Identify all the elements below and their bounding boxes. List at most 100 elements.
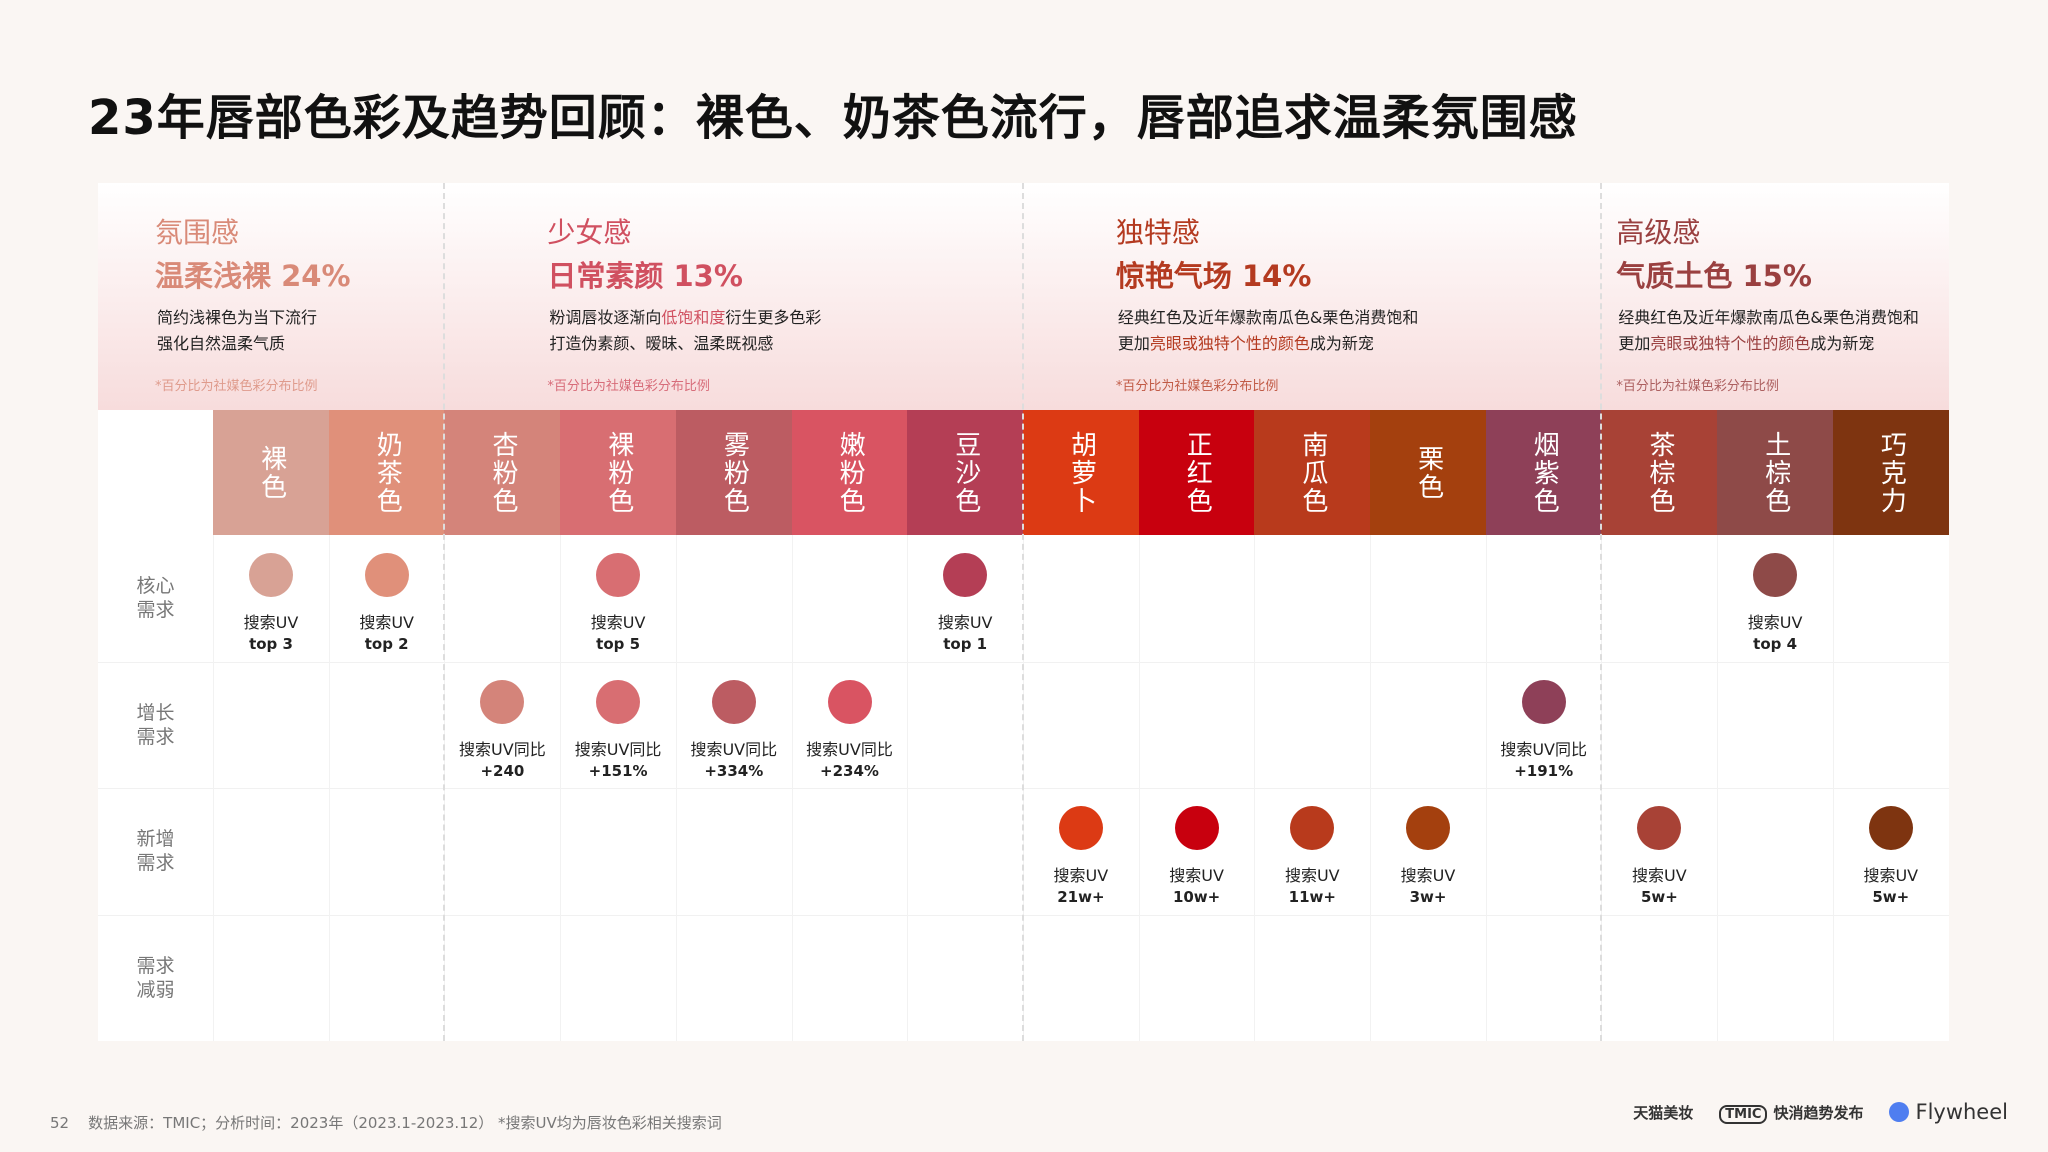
cell-value: +151% <box>588 761 648 780</box>
color-swatch: 裸色 <box>213 410 330 535</box>
description-text: 经典红色及近年爆款南瓜色&栗色消费饱和 <box>1618 308 1919 327</box>
color-swatch: 烟紫色 <box>1485 410 1602 535</box>
group-header: 独特感 惊艳气场 14% 经典红色及近年爆款南瓜色&栗色消费饱和 更加亮眼或独特个性的… <box>1022 183 1602 410</box>
description-line: 经典红色及近年爆款南瓜色&栗色消费饱和 <box>1618 305 1918 331</box>
row-label: 需求减弱 <box>98 915 213 1042</box>
color-demand-cell: 搜索UV top 1 <box>907 553 1023 653</box>
color-swatch: 茶棕色 <box>1601 410 1718 535</box>
color-dot <box>1868 806 1913 850</box>
footer: 52 数据来源：TMIC；分析时间：2023年（2023.1-2023.12） … <box>50 1112 722 1133</box>
row-label-text: 核心需求 <box>136 575 175 622</box>
color-demand-cell: 搜索UV 5w+ <box>1601 806 1717 906</box>
color-demand-cell: 搜索UV 5w+ <box>1833 806 1949 906</box>
cell-value: 5w+ <box>1872 888 1910 906</box>
group-header: 氛围感 温柔浅裸 24% 简约浅裸色为当下流行 强化自然温柔气质 *百分比为社媒色彩分布… <box>98 183 445 410</box>
color-demand-cell: 搜索UV 11w+ <box>1254 806 1370 906</box>
data-source: 数据来源：TMIC；分析时间：2023年（2023.1-2023.12） *搜索… <box>88 1114 722 1132</box>
description-line: 更加亮眼或独特个性的颜色成为新宠 <box>1618 331 1918 357</box>
color-swatch: 土棕色 <box>1717 410 1834 535</box>
color-swatch: 正红色 <box>1138 410 1255 535</box>
color-dot <box>943 553 988 597</box>
column-divider <box>907 535 909 1041</box>
cell-metric: 搜索UV <box>359 613 415 632</box>
highlight-text: 亮眼或独特个性的颜色 <box>1650 334 1811 353</box>
color-swatch: 裸粉色 <box>560 410 677 535</box>
row-label-text: 需求减弱 <box>136 954 175 1001</box>
group-subtitle: 气质土色 15% <box>1616 259 1812 293</box>
description-text: 粉调唇妆逐渐向 <box>549 308 662 327</box>
description-text: 更加 <box>1618 334 1651 353</box>
description-text: 成为新宠 <box>1810 334 1875 353</box>
group-category: 氛围感 <box>155 216 240 249</box>
color-swatch: 嫩粉色 <box>791 410 908 535</box>
cell-metric: 搜索UV <box>243 613 299 632</box>
cell-metric: 搜索UV <box>1400 866 1456 885</box>
cell-metric: 搜索UV <box>590 613 646 632</box>
column-divider <box>1485 535 1487 1041</box>
column-divider <box>328 535 330 1041</box>
color-dot <box>1406 806 1450 850</box>
color-dot <box>1174 806 1219 850</box>
group-note: *百分比为社媒色彩分布比例 <box>1115 379 1279 394</box>
description-text: 经典红色及近年爆款南瓜色&栗色消费饱和 <box>1117 308 1419 327</box>
column-divider <box>1717 535 1719 1041</box>
row-label: 新增需求 <box>98 788 213 915</box>
color-swatch: 豆沙色 <box>907 410 1024 535</box>
cell-metric: 搜索UV <box>1863 866 1919 885</box>
color-dot <box>596 679 641 724</box>
color-demand-cell: 搜索UV top 2 <box>329 553 445 653</box>
logos: 天猫美妆 TMIC 快消趋势发布 Flywheel <box>1633 1100 2008 1124</box>
highlight-text: 低饱和度 <box>661 308 726 327</box>
color-dot <box>1290 806 1335 850</box>
cell-value: 21w+ <box>1057 888 1105 906</box>
group-description: 经典红色及近年爆款南瓜色&栗色消费饱和 更加亮眼或独特个性的颜色成为新宠 <box>1618 305 1918 357</box>
description-text: 打造伪素颜、暧昧、温柔既视感 <box>549 334 774 353</box>
description-line: 粉调唇妆逐渐向低饱和度衍生更多色彩 <box>549 305 821 331</box>
color-dot <box>596 553 641 597</box>
cell-metric: 搜索UV同比 <box>806 739 893 759</box>
description-line: 经典红色及近年爆款南瓜色&栗色消费饱和 <box>1118 305 1418 331</box>
description-text: 更加 <box>1117 334 1150 353</box>
group-header: 高级感 气质土色 15% 经典红色及近年爆款南瓜色&栗色消费饱和 更加亮眼或独特个性的… <box>1601 183 1949 410</box>
cell-value: top 5 <box>596 635 641 653</box>
cell-value: 11w+ <box>1288 888 1336 906</box>
color-swatch: 雾粉色 <box>675 410 792 535</box>
cell-value: top 3 <box>249 635 293 653</box>
cell-value: +191% <box>1514 761 1574 780</box>
group-separator <box>1021 183 1024 1041</box>
color-swatch: 奶茶色 <box>328 410 445 535</box>
cell-value: top 4 <box>1753 635 1798 653</box>
cell-metric: 搜索UV同比 <box>459 739 546 759</box>
description-text: 成为新宠 <box>1309 334 1374 353</box>
color-dot <box>711 679 756 724</box>
cell-value: +240 <box>480 761 525 780</box>
color-swatch: 栗色 <box>1370 410 1487 535</box>
column-divider <box>213 535 214 1041</box>
color-demand-cell: 搜索UV同比 +240 <box>444 679 560 780</box>
cell-metric: 搜索UV <box>937 613 993 632</box>
color-demand-cell: 搜索UV 3w+ <box>1370 806 1486 906</box>
color-demand-cell: 搜索UV top 5 <box>560 553 676 653</box>
description-line: 打造伪素颜、暧昧、温柔既视感 <box>549 331 821 357</box>
flywheel-logo: Flywheel <box>1889 1100 2008 1124</box>
row-label-text: 增长需求 <box>136 701 175 748</box>
color-dot <box>364 553 409 597</box>
group-description: 粉调唇妆逐渐向低饱和度衍生更多色彩打造伪素颜、暧昧、温柔既视感 <box>549 305 821 357</box>
row-label-text: 新增需求 <box>136 828 175 875</box>
row-label: 增长需求 <box>98 662 213 789</box>
cell-value: 5w+ <box>1640 888 1678 906</box>
description-line: 更加亮眼或独特个性的颜色成为新宠 <box>1118 331 1418 357</box>
column-divider <box>1370 535 1371 1041</box>
description-text: 衍生更多色彩 <box>725 308 822 327</box>
color-demand-cell: 搜索UV同比 +334% <box>676 679 792 780</box>
color-swatch: 杏粉色 <box>444 410 561 535</box>
description-text: 简约浅裸色为当下流行 <box>157 308 318 327</box>
color-dot <box>480 679 525 724</box>
description-line: 简约浅裸色为当下流行 <box>157 305 317 331</box>
column-divider <box>791 535 793 1041</box>
column-divider <box>675 535 677 1041</box>
cell-metric: 搜索UV <box>1632 866 1687 885</box>
color-dot <box>1521 679 1566 724</box>
cell-value: +334% <box>704 761 764 780</box>
cell-value: top 1 <box>943 635 988 653</box>
